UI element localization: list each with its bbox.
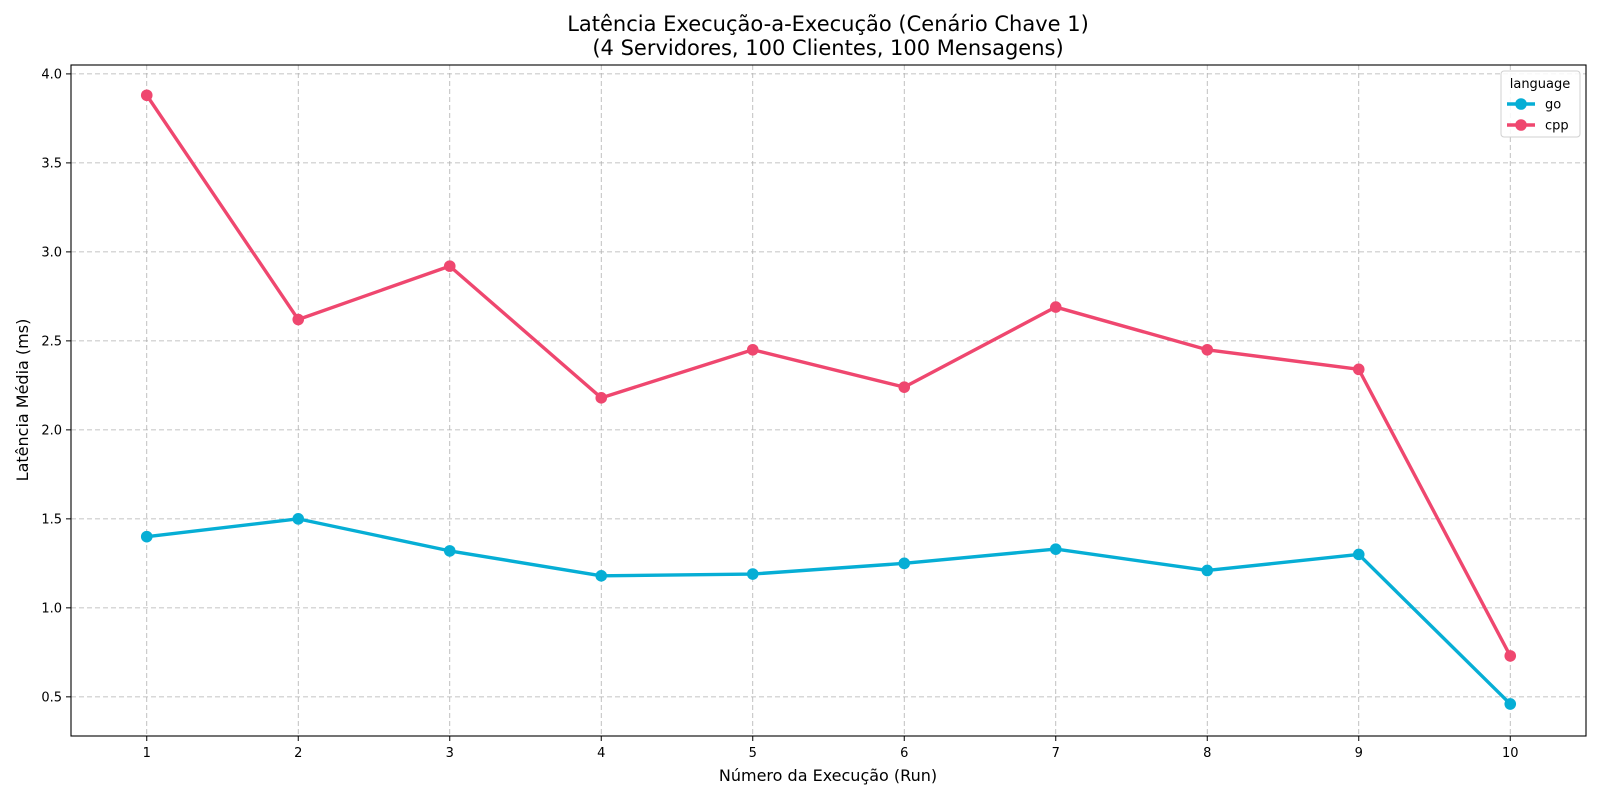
x-tick-label: 8 (1203, 746, 1211, 761)
data-point-cpp (1201, 343, 1214, 356)
data-point-cpp (898, 381, 911, 393)
data-point-cpp (1049, 301, 1062, 313)
x-axis-label: Número da Execução (Run) (719, 766, 937, 785)
series-line-cpp (145, 94, 1512, 657)
y-tick-label: 2.0 (41, 423, 62, 438)
series-line-go (146, 517, 1512, 706)
x-tick-label: 4 (597, 746, 605, 761)
chart-title: Latência Execução-a-Execução (Cenário Ch… (567, 12, 1089, 36)
legend-title: language (1510, 77, 1571, 92)
y-tick-label: 2.5 (41, 334, 62, 349)
x-tick-label: 1 (143, 746, 151, 761)
x-tick-label: 5 (749, 746, 757, 761)
data-point-go (140, 530, 153, 543)
x-tick-label: 10 (1502, 746, 1519, 761)
data-point-cpp (443, 260, 456, 272)
x-tick-label: 7 (1052, 746, 1060, 761)
x-tick-label: 2 (294, 746, 302, 761)
data-point-go (1201, 564, 1214, 577)
data-point-go (1352, 548, 1365, 561)
data-point-go (1504, 698, 1517, 710)
series-go (140, 513, 1517, 710)
y-tick-label: 1.5 (41, 512, 62, 527)
data-point-cpp (1352, 363, 1365, 376)
y-axis-label: Latência Média (ms) (13, 319, 32, 482)
axis-ticks: 1 2 3 4 5 6 7 8 9 10 0.5 1.0 1.5 2.0 2.5 3.0 3.5 4.0 (41, 67, 1518, 761)
data-point-go (292, 513, 305, 525)
data-point-go (443, 545, 456, 557)
data-point-cpp (746, 343, 759, 356)
grid (71, 65, 1586, 736)
data-point-go (898, 557, 911, 570)
y-tick-label: 4.0 (41, 67, 62, 82)
legend-label-go: go (1545, 98, 1561, 113)
series-cpp (140, 89, 1517, 662)
legend-label-cpp: cpp (1545, 119, 1569, 134)
y-tick-label: 1.0 (41, 601, 62, 616)
y-tick-label: 0.5 (41, 690, 62, 705)
series-layer (140, 89, 1517, 710)
chart-subtitle: (4 Servidores, 100 Clientes, 100 Mensage… (592, 36, 1063, 60)
plot-frame (70, 64, 1587, 737)
x-tick-label: 3 (446, 746, 454, 761)
y-tick-label: 3.0 (41, 245, 62, 260)
data-point-cpp (595, 392, 608, 404)
legend-marker-go (1515, 98, 1527, 110)
data-point-cpp (1504, 650, 1517, 662)
x-tick-label: 9 (1355, 746, 1363, 761)
y-tick-label: 3.5 (41, 156, 62, 171)
data-point-cpp (292, 313, 305, 326)
x-tick-label: 6 (900, 746, 908, 761)
legend: language go cpp (1500, 70, 1581, 138)
data-point-go (746, 568, 759, 580)
data-point-cpp (140, 89, 153, 102)
data-point-go (595, 570, 608, 582)
legend-marker-cpp (1515, 119, 1527, 131)
data-point-go (1049, 543, 1062, 555)
